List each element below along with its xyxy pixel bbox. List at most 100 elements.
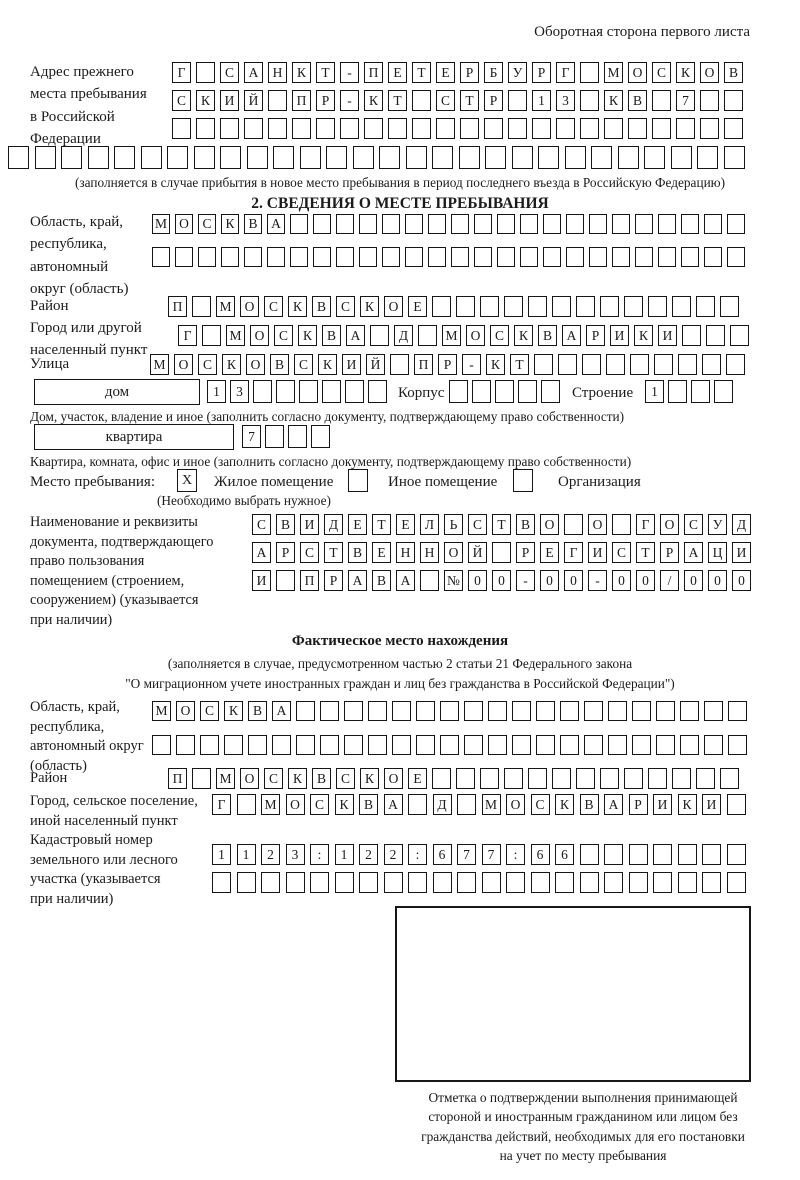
grid-cell [658,247,676,267]
grid-cell [670,146,692,169]
grid-cell: О [540,514,559,535]
grid-cell [724,90,743,111]
grid-cell [457,794,476,815]
grid-cell: К [555,794,574,815]
grid-cell [458,146,480,169]
grid-cell [512,701,531,721]
grid-cell: М [226,325,245,346]
grid-cell [720,768,739,789]
grid-cell [246,146,268,169]
grid-cell [589,247,607,267]
grid-cell: : [408,844,427,865]
grid-cell: Л [420,514,439,535]
grid-cell: 0 [684,570,703,591]
grid-cell [652,118,671,139]
grid-cell [728,701,747,721]
grid-cell [579,844,599,865]
grid-cell [432,872,452,893]
korpus-grid-row [449,380,560,403]
grid-cell: О [250,325,269,346]
grid-cell [200,735,219,755]
grid-cell [520,214,538,234]
grid-cell [464,735,483,755]
grid-cell: К [292,62,311,83]
mesto-label: Место пребывания: [30,474,155,490]
grid-cell: К [677,794,697,815]
grid-cell: № [444,570,463,591]
grid-cell [704,247,722,267]
grid-cell [382,214,400,234]
grid-cell: А [267,214,285,234]
grid-cell [591,146,612,169]
grid-cell [290,247,308,267]
grid-cell [727,214,745,234]
grid-cell: С [264,296,283,317]
grid-cell: А [346,325,365,346]
grid-cell [390,354,409,375]
grid-cell: О [246,354,265,375]
grid-cell [580,90,599,111]
grid-cell: 2 [359,844,378,865]
grid-cell: Т [510,354,529,375]
grid-cell: - [340,62,359,83]
fact-raion-label: Район [30,770,68,786]
grid-cell: О [660,514,679,535]
grid-cell [340,118,359,139]
grid-cell: И [610,325,629,346]
grid-cell: О [240,768,259,789]
prev-address-label: Адрес прежнего места пребывания в Россий… [30,64,147,148]
grid-cell: А [348,570,367,591]
grid-cell: А [272,701,291,721]
grid-cell: 0 [540,570,559,591]
grid-cell [697,146,718,169]
grid-cell [193,146,215,169]
grid-cell [296,701,315,721]
kvartira-grid-row: 7 [242,425,330,448]
grid-cell: Р [276,542,295,563]
grid-cell [536,735,555,755]
grid-cell: В [359,794,378,815]
grid-cell: Т [460,90,479,111]
stroenie-label: Строение [572,385,634,401]
grid-cell: А [252,542,271,563]
grid-cell [604,872,623,893]
prev-address-grid-row-4 [8,146,745,169]
grid-cell [460,118,479,139]
grid-cell: М [216,296,235,317]
grid-cell: О [466,325,485,346]
grid-cell [528,768,547,789]
grid-cell: С [274,325,293,346]
grid-cell [555,872,574,893]
grid-cell [714,380,733,403]
grid-cell [167,146,188,169]
grid-cell: С [294,354,313,375]
grid-cell [352,146,374,169]
kvartira-box: квартира [34,424,234,450]
grid-cell: В [244,214,262,234]
grid-cell: К [676,62,695,83]
grid-cell [449,380,468,403]
grid-cell [480,296,499,317]
grid-cell: Й [468,542,487,563]
grid-cell: 0 [732,570,751,591]
grid-cell [202,325,221,346]
grid-cell [192,296,211,317]
grid-cell [336,247,354,267]
grid-cell [488,735,507,755]
grid-cell [220,118,239,139]
grid-cell [672,768,691,789]
grid-cell [288,425,307,448]
grid-cell [654,354,673,375]
grid-cell: Т [636,542,655,563]
grid-cell [589,214,607,234]
grid-cell: О [174,354,193,375]
grid-cell: 2 [383,844,403,865]
grid-cell: Й [366,354,385,375]
grid-cell: О [700,62,719,83]
grid-cell: А [604,794,623,815]
grid-cell [261,872,280,893]
grid-cell: Т [412,62,431,83]
